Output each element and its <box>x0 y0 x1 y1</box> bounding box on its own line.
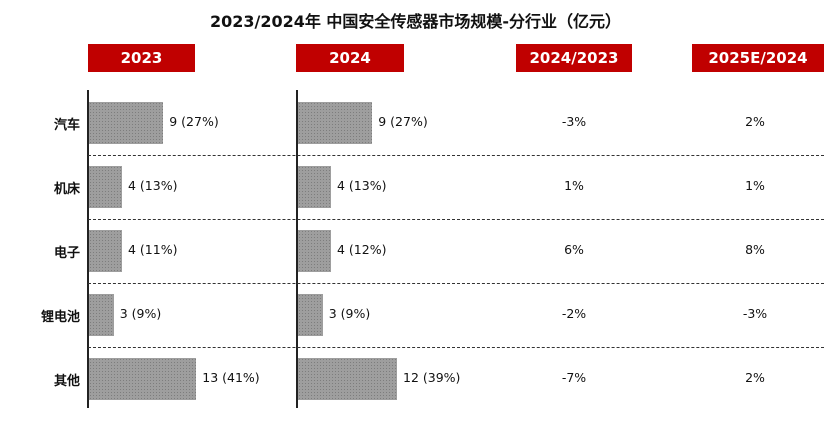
growth-2024-2023: -7% <box>561 370 587 385</box>
growth-2024-2023: -2% <box>561 306 587 321</box>
bar-2024 <box>298 230 331 272</box>
bar-2023 <box>89 102 164 144</box>
category-label: 锂电池 <box>40 310 80 325</box>
bar-2023 <box>89 166 122 208</box>
row-separator <box>88 347 824 348</box>
category-label: 其他 <box>53 374 80 389</box>
row-separator <box>88 219 824 220</box>
axis-2023 <box>87 90 89 408</box>
growth-2024-2023: 1% <box>564 178 584 193</box>
growth-2024-2023: -3% <box>561 114 587 129</box>
axis-2024 <box>296 90 298 408</box>
data-label: 3 (9%) <box>119 306 162 321</box>
header-2023: 2023 <box>88 44 195 72</box>
data-label: 9 (27%) <box>378 114 428 129</box>
chart-title: 2023/2024年 中国安全传感器市场规模-分行业（亿元） <box>209 12 622 31</box>
data-label: 4 (13%) <box>128 178 178 193</box>
header-growth-2025e-2024: 2025E/2024 <box>692 44 824 72</box>
data-label: 4 (12%) <box>337 242 387 257</box>
data-label: 9 (27%) <box>169 114 219 129</box>
growth-2024-2023: 6% <box>564 242 584 257</box>
data-label: 3 (9%) <box>328 306 371 321</box>
growth-2025e-2024: 1% <box>745 178 765 193</box>
growth-2025e-2024: 8% <box>745 242 765 257</box>
bar-2023 <box>89 358 197 400</box>
data-label: 4 (13%) <box>337 178 387 193</box>
bar-2024 <box>298 294 323 336</box>
bar-2023 <box>89 294 114 336</box>
row-separator <box>88 155 824 156</box>
header-growth-2024-2023: 2024/2023 <box>516 44 632 72</box>
data-label: 4 (11%) <box>128 242 178 257</box>
growth-2025e-2024: 2% <box>745 370 765 385</box>
bar-2024 <box>298 102 373 144</box>
growth-2025e-2024: 2% <box>745 114 765 129</box>
data-label: 13 (41%) <box>202 370 260 385</box>
category-label: 电子 <box>53 246 80 261</box>
bar-2023 <box>89 230 122 272</box>
row-separator <box>88 283 824 284</box>
bar-2024 <box>298 358 397 400</box>
growth-2025e-2024: -3% <box>742 306 768 321</box>
header-2024: 2024 <box>296 44 404 72</box>
category-label: 机床 <box>53 182 80 197</box>
bar-2024 <box>298 166 331 208</box>
category-label: 汽车 <box>53 118 80 133</box>
data-label: 12 (39%) <box>403 370 461 385</box>
